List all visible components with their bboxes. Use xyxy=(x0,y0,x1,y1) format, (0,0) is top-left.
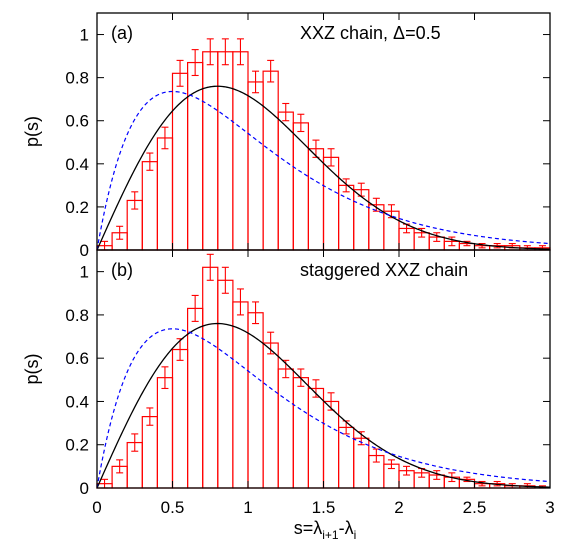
error-bar xyxy=(131,191,139,210)
histogram-bar xyxy=(307,387,325,489)
panel-b: 0 0.2 0.4 0.6 0.8 1 0 0.5 1 1.5 2 2.5 3 p(s) (b) stagge… xyxy=(22,249,555,517)
y-tick-label: 0.4 xyxy=(65,392,89,411)
x-axis-label-text: s=λi+1-λi xyxy=(294,518,357,542)
histogram-bar xyxy=(262,342,279,489)
error-bar xyxy=(282,102,290,122)
y-tick-label: 1 xyxy=(80,26,89,45)
error-bar xyxy=(433,232,441,242)
error-bar xyxy=(418,227,426,238)
error-bar xyxy=(176,59,184,87)
error-bar xyxy=(236,38,244,66)
y-tick-label: 0.6 xyxy=(65,112,89,131)
error-bar xyxy=(403,465,411,476)
histogram-bar xyxy=(338,426,355,489)
x-tick-label: 3 xyxy=(545,498,554,517)
panel-title: XXZ chain, Δ=0.5 xyxy=(300,23,441,43)
histogram-bar xyxy=(156,377,174,489)
x-tick-label: 1 xyxy=(243,498,252,517)
y-tick-label: 0 xyxy=(80,479,89,498)
y-axis-label: p(s) xyxy=(22,354,42,385)
x-label-sub2: i xyxy=(354,528,357,542)
histogram-bar xyxy=(202,51,219,251)
histogram-bar xyxy=(292,377,309,489)
histogram-bar xyxy=(262,70,279,251)
error-bar xyxy=(131,433,139,452)
y-tick-label: 0.8 xyxy=(65,69,89,88)
x-tick-label: 1.5 xyxy=(312,498,336,517)
histogram-bar xyxy=(277,111,294,251)
histogram-bar xyxy=(277,368,294,489)
error-bar xyxy=(372,197,380,212)
error-bar xyxy=(146,152,154,171)
histogram-bar xyxy=(353,189,370,251)
histogram-bar xyxy=(247,312,264,489)
error-bar xyxy=(433,470,441,480)
y-tick-label: 0.2 xyxy=(65,198,89,217)
x-tick-label: 0 xyxy=(92,498,101,517)
semi-poisson-curve xyxy=(96,328,551,489)
x-label-sub1: i+1 xyxy=(322,528,339,542)
error-bar xyxy=(116,459,124,474)
histogram-bar xyxy=(171,72,189,251)
error-bar xyxy=(206,38,214,66)
histogram-bar xyxy=(322,400,340,489)
y-tick-label: 0.2 xyxy=(65,436,89,455)
y-tick-label: 0.6 xyxy=(65,349,89,368)
error-bar xyxy=(267,59,275,83)
error-bar xyxy=(116,225,124,240)
histogram-bar xyxy=(156,137,174,251)
histogram-bar xyxy=(141,161,159,251)
panel-a: 0 0.2 0.4 0.6 0.8 1 p(s) (a) XXZ chain, Δ=0.5 xyxy=(22,12,551,260)
x-label-main: s=λ xyxy=(294,518,323,538)
histogram-bar xyxy=(353,437,370,489)
semi-poisson-curve xyxy=(96,90,551,251)
histogram-bar xyxy=(232,301,249,489)
y-tick-label: 0 xyxy=(80,241,89,260)
histogram-bar xyxy=(187,307,204,489)
histogram-bar xyxy=(292,122,309,251)
error-bar xyxy=(161,366,169,390)
error-bar xyxy=(252,70,260,94)
histogram-bar xyxy=(307,148,325,251)
histogram-bar xyxy=(217,51,234,251)
error-bar xyxy=(252,301,260,325)
error-bar xyxy=(448,236,456,247)
error-bar xyxy=(493,480,501,487)
histogram-bar xyxy=(171,348,189,489)
error-bar xyxy=(327,148,335,167)
panel-title: staggered XXZ chain xyxy=(300,260,468,280)
error-bar xyxy=(387,459,395,470)
panel-label: (b) xyxy=(111,260,133,280)
error-bar xyxy=(342,420,350,435)
histogram-bar xyxy=(187,61,204,251)
error-bar xyxy=(146,407,154,426)
y-axis-label: p(s) xyxy=(22,116,42,147)
error-bar xyxy=(342,178,350,193)
error-bar xyxy=(221,266,229,294)
histogram-bar xyxy=(202,266,219,489)
histogram-bar xyxy=(217,279,234,489)
error-bar xyxy=(191,49,199,77)
x-label-mid: -λ xyxy=(339,518,354,538)
y-tick-label: 1 xyxy=(80,263,89,282)
x-tick-label: 0.5 xyxy=(161,498,185,517)
error-bar xyxy=(206,253,214,281)
histogram-bar xyxy=(232,51,249,251)
error-bar xyxy=(236,288,244,316)
x-tick-label: 2.5 xyxy=(463,498,487,517)
error-bar xyxy=(191,294,199,322)
error-bar xyxy=(161,126,169,150)
y-tick-label: 0.8 xyxy=(65,306,89,325)
error-bar xyxy=(297,113,305,133)
x-tick-label: 2 xyxy=(394,498,403,517)
error-bar xyxy=(221,38,229,66)
histogram-bar xyxy=(247,81,264,251)
histogram-bar xyxy=(141,416,159,489)
error-bar xyxy=(493,242,501,249)
y-tick-label: 0.4 xyxy=(65,155,89,174)
panel-label: (a) xyxy=(111,23,133,43)
x-axis-label: s=λi+1-λi xyxy=(294,518,357,542)
